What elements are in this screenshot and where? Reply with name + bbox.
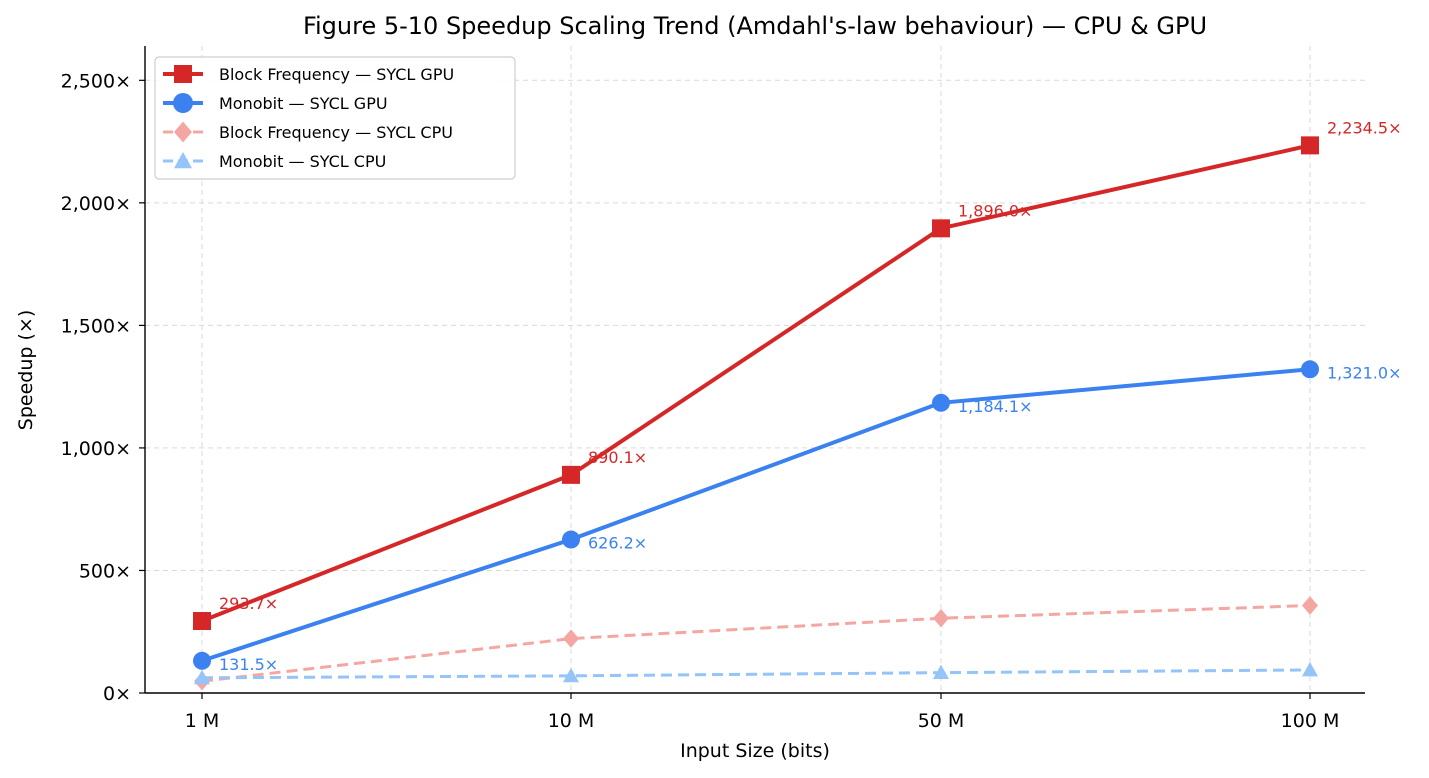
x-axis-label: Input Size (bits) [680, 740, 830, 762]
data-label: 1,896.0× [958, 201, 1032, 220]
data-point [933, 664, 949, 680]
y-tick-label: 0× [103, 683, 131, 705]
series-line [201, 143, 1311, 623]
data-point [193, 651, 211, 670]
data-label: 131.5× [219, 655, 278, 674]
data-point [563, 629, 579, 648]
data-point [562, 530, 580, 549]
y-tick-label: 2,500× [61, 70, 131, 92]
data-point [932, 219, 950, 238]
data-label: 293.7× [219, 594, 278, 613]
data-point [1302, 661, 1318, 677]
data-point [193, 612, 211, 631]
legend-swatch-marker [173, 93, 193, 113]
y-tick-label: 2,000× [61, 193, 131, 215]
data-point [932, 393, 950, 412]
chart-title: Figure 5-10 Speedup Scaling Trend (Amdah… [303, 12, 1207, 40]
data-point [1302, 596, 1318, 615]
data-label: 626.2× [588, 534, 647, 553]
series-line [201, 668, 1311, 680]
y-axis-label: Speedup (×) [15, 310, 37, 430]
legend-label: Block Frequency — SYCL GPU [219, 65, 454, 84]
data-point [933, 609, 949, 628]
legend-label: Block Frequency — SYCL CPU [219, 123, 453, 142]
data-point [563, 667, 579, 683]
x-tick-label: 100 M [1281, 710, 1340, 732]
legend-swatch-marker [174, 65, 192, 83]
x-tick-label: 10 M [548, 710, 595, 732]
legend-swatch-marker [174, 152, 192, 169]
data-label: 890.1× [588, 448, 647, 467]
series-line [201, 367, 1311, 663]
series-layer [193, 136, 1319, 691]
data-label: 2,234.5× [1327, 118, 1401, 137]
x-tick-label: 50 M [918, 710, 965, 732]
y-tick-label: 500× [79, 560, 131, 582]
axes: 0× 500× 1,000× 1,500× 2,000× 2,500× 1 M 10 M 50 … [61, 46, 1365, 732]
legend-box [154, 56, 516, 180]
y-tick-label: 1,500× [61, 315, 131, 337]
data-label: 1,184.1× [958, 397, 1032, 416]
legend-label: Monobit — SYCL CPU [219, 152, 386, 171]
legend-swatch-marker [174, 121, 192, 143]
data-point [194, 669, 210, 685]
data-labels: 293.7× 890.1× 1,896.0× 2,234.5× 131.5× 626.2×… [219, 118, 1401, 673]
data-point [1301, 360, 1319, 379]
legend: Block Frequency — SYCL GPU Monobit — SYCL… [154, 56, 516, 180]
x-tick-label: 1 M [185, 710, 220, 732]
data-point [562, 465, 580, 484]
data-point [1301, 136, 1319, 155]
series-line [201, 604, 1311, 683]
legend-label: Monobit — SYCL GPU [219, 94, 388, 113]
data-label: 1,321.0× [1327, 363, 1401, 382]
y-tick-label: 1,000× [61, 438, 131, 460]
